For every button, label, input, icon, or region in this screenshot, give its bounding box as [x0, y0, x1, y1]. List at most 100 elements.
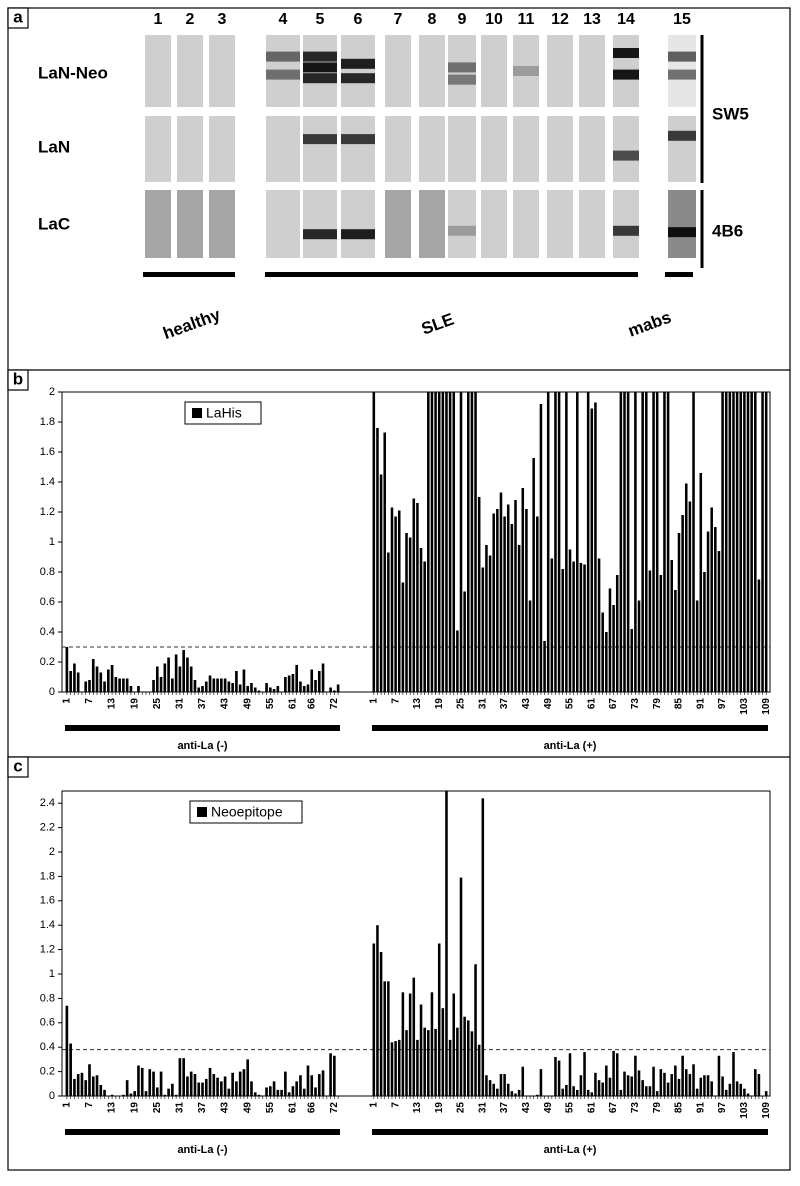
bar	[521, 488, 525, 692]
bar	[302, 1088, 306, 1096]
bar	[167, 1088, 170, 1096]
bar	[605, 632, 608, 692]
bar	[103, 681, 106, 692]
bar	[287, 675, 291, 692]
bar	[652, 1066, 655, 1096]
x-tick-label: 25	[456, 698, 467, 710]
group-bar	[372, 725, 768, 731]
x-tick-label: 1	[368, 1102, 379, 1108]
blot-band	[303, 134, 337, 145]
x-tick-label: 19	[129, 698, 140, 710]
bar	[456, 630, 459, 692]
bar	[189, 1071, 193, 1096]
blot-strip	[547, 116, 573, 182]
bar	[434, 1028, 437, 1096]
x-tick-label: 37	[197, 698, 208, 710]
bar	[103, 1089, 106, 1096]
x-tick-label: 49	[242, 698, 253, 710]
bar	[201, 686, 204, 692]
x-tick-label: 97	[717, 1102, 728, 1114]
bar	[721, 392, 724, 692]
y-tick-label: 0.2	[40, 1066, 55, 1078]
bar	[517, 545, 521, 692]
bar	[448, 392, 452, 692]
bar	[253, 687, 257, 692]
bar	[648, 570, 652, 692]
bar	[159, 677, 163, 692]
bar	[750, 392, 753, 692]
bar	[383, 432, 386, 692]
bar	[724, 392, 728, 692]
blot-strip	[209, 35, 235, 107]
bar	[250, 1081, 253, 1096]
x-tick-label: 1	[62, 1102, 73, 1108]
x-tick-label: 72	[329, 1102, 340, 1114]
bar	[659, 575, 663, 692]
bar	[416, 1039, 419, 1096]
bar	[659, 1069, 663, 1096]
bar	[674, 590, 677, 692]
lane-number: 11	[518, 11, 535, 28]
x-tick-label: 73	[630, 1102, 641, 1114]
bar	[684, 483, 688, 692]
bar	[503, 1074, 506, 1096]
bar	[306, 1065, 310, 1096]
x-tick-label: 25	[152, 1102, 163, 1114]
bar	[514, 1093, 517, 1096]
group-bar	[65, 1129, 340, 1135]
bar	[95, 1075, 99, 1096]
bar	[565, 1085, 568, 1096]
x-tick-label: 97	[717, 698, 728, 710]
bar	[754, 392, 757, 692]
bar	[637, 600, 641, 692]
bar	[434, 392, 437, 692]
blot-band	[266, 69, 300, 80]
bar	[764, 1091, 768, 1096]
bar	[743, 1088, 746, 1096]
y-tick-label: 1.8	[40, 416, 55, 428]
x-tick-label: 19	[434, 698, 445, 710]
legend-label: LaHis	[206, 405, 242, 421]
lane-number: 8	[428, 11, 437, 28]
x-tick-label: 37	[197, 1102, 208, 1114]
bar	[387, 552, 390, 692]
x-tick-label: 37	[499, 698, 510, 710]
bar	[474, 392, 477, 692]
legend-box	[184, 401, 262, 425]
bar	[568, 1053, 572, 1096]
bar	[171, 1083, 174, 1096]
x-tick-label: 7	[390, 698, 401, 704]
blot-strip	[448, 116, 476, 182]
blot-strip	[303, 190, 337, 258]
bar	[242, 1069, 246, 1096]
bar	[122, 1094, 125, 1096]
group-bar	[65, 725, 340, 731]
bar	[394, 516, 397, 692]
lane-number: 3	[218, 11, 227, 28]
bar	[456, 1027, 459, 1096]
bar	[645, 1086, 648, 1096]
bar	[761, 392, 764, 692]
lane-number: 15	[673, 11, 691, 28]
blot-strip	[481, 190, 507, 258]
bar	[452, 993, 456, 1096]
bar	[144, 1091, 148, 1096]
bar	[499, 1074, 503, 1096]
lane-number: 6	[354, 11, 363, 28]
y-tick-label: 0.6	[40, 1017, 55, 1029]
y-tick-label: 1.2	[40, 944, 55, 956]
bar	[110, 665, 114, 692]
x-tick-label: 25	[152, 698, 163, 710]
bar	[695, 600, 699, 692]
bar	[655, 392, 659, 692]
bar	[699, 473, 703, 692]
bar	[543, 641, 546, 692]
y-tick-label: 2	[49, 386, 55, 398]
bar	[619, 1089, 623, 1096]
bar	[390, 1042, 394, 1096]
bar	[732, 1052, 735, 1096]
bar	[427, 392, 430, 692]
x-tick-label: 79	[652, 698, 663, 710]
